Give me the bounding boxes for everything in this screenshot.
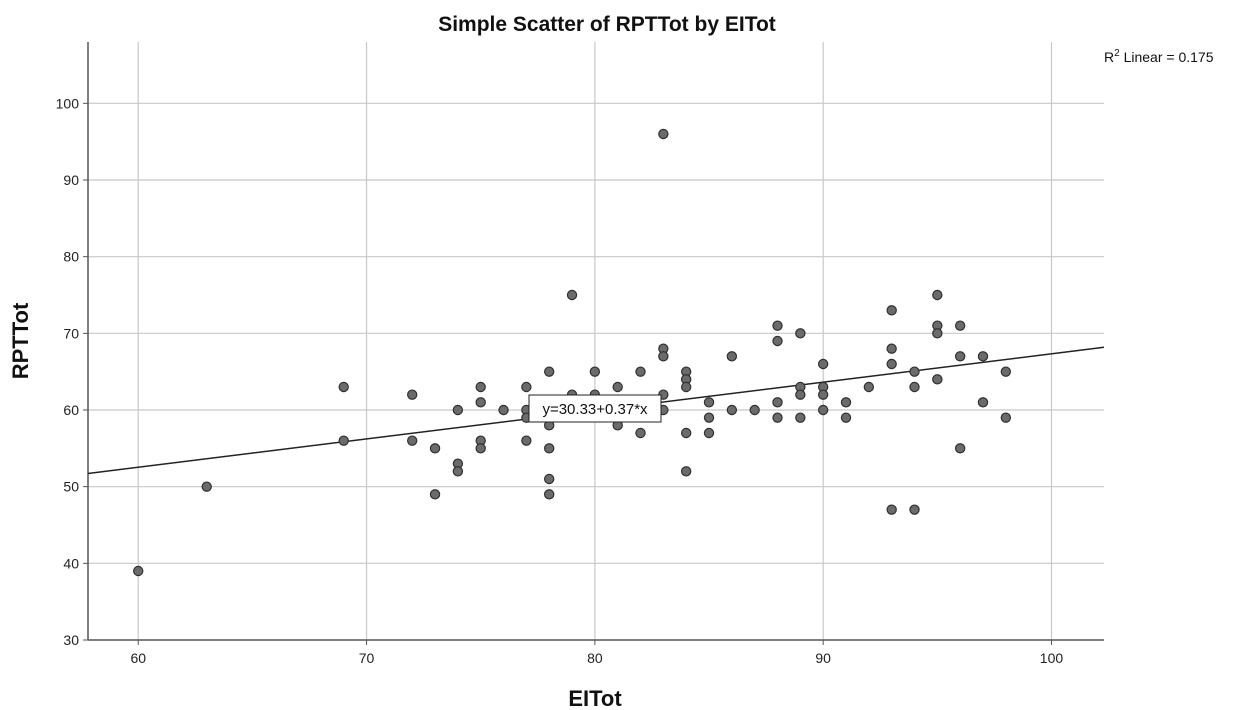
y-tick-label: 50: [63, 479, 79, 495]
data-point: [932, 328, 943, 339]
data-point: [932, 374, 943, 385]
data-point: [817, 358, 829, 370]
data-point: [795, 389, 806, 400]
data-point: [658, 128, 669, 140]
y-tick-label: 90: [63, 172, 79, 188]
data-point: [635, 427, 646, 439]
data-point: [772, 320, 783, 331]
axes: [83, 42, 1104, 645]
data-point: [521, 435, 532, 446]
grid-lines: [88, 42, 1104, 640]
data-point: [703, 412, 715, 423]
data-point: [1000, 412, 1012, 423]
y-tick-label: 70: [63, 325, 79, 341]
data-point: [566, 289, 578, 301]
data-point: [680, 381, 692, 393]
x-axis-title: EITot: [568, 686, 622, 710]
data-point: [658, 351, 669, 362]
data-point: [703, 397, 715, 408]
data-point: [909, 504, 920, 515]
y-tick-label: 100: [56, 95, 80, 111]
data-point: [338, 381, 349, 393]
data-point: [133, 565, 144, 577]
data-point: [407, 435, 418, 446]
data-point: [543, 366, 555, 377]
x-tick-label: 70: [359, 650, 375, 666]
x-tick-label: 80: [587, 650, 603, 666]
data-point: [932, 289, 943, 301]
x-tick-label: 100: [1040, 650, 1064, 666]
data-point: [498, 404, 509, 416]
data-point: [772, 412, 783, 423]
data-point: [977, 397, 989, 408]
data-points: [133, 128, 1012, 577]
data-point: [886, 504, 897, 515]
chart-title: Simple Scatter of RPTTot by EITot: [438, 13, 776, 36]
data-point: [954, 351, 966, 362]
data-point: [954, 443, 966, 454]
data-point: [338, 435, 349, 446]
data-point: [475, 443, 486, 454]
r2-superscript: 2: [1114, 48, 1120, 59]
data-point: [521, 381, 532, 393]
tick-labels: 30 40 50 60 70 80 90 100 60 70 80 90 100: [56, 95, 1064, 666]
data-point: [886, 358, 897, 370]
data-point: [909, 381, 920, 393]
data-point: [407, 389, 418, 400]
fit-equation-label: y=30.33+0.37*x: [542, 401, 648, 418]
r2-prefix: R: [1104, 49, 1114, 65]
data-point: [726, 351, 738, 362]
y-tick-label: 60: [63, 402, 79, 418]
data-point: [452, 404, 464, 416]
data-point: [863, 381, 875, 393]
data-point: [886, 305, 897, 316]
data-point: [840, 412, 852, 423]
data-point: [703, 427, 715, 439]
data-point: [475, 397, 486, 408]
data-point: [749, 404, 760, 416]
data-point: [680, 427, 692, 439]
data-point: [772, 335, 783, 347]
x-tick-label: 60: [130, 650, 146, 666]
y-axis-title: RPTTot: [8, 302, 33, 379]
data-point: [429, 443, 441, 454]
data-point: [795, 328, 806, 339]
data-point: [772, 397, 783, 408]
data-point: [543, 443, 555, 454]
data-point: [635, 366, 646, 377]
r2-label: R2 Linear = 0.175: [1104, 48, 1214, 65]
equation-box-frame: [528, 394, 662, 423]
data-point: [795, 412, 806, 423]
data-point: [886, 343, 897, 354]
data-point: [589, 366, 601, 377]
data-point: [543, 473, 555, 485]
data-point: [429, 489, 441, 500]
data-point: [817, 389, 829, 400]
r2-text: Linear = 0.175: [1120, 49, 1214, 65]
y-tick-label: 30: [63, 632, 79, 648]
y-tick-label: 40: [63, 555, 79, 571]
x-tick-label: 90: [815, 650, 831, 666]
data-point: [840, 397, 852, 408]
data-point: [475, 381, 486, 393]
equation-box: y=30.33+0.37*x: [528, 394, 662, 423]
data-point: [1000, 366, 1012, 377]
data-point: [817, 404, 829, 416]
data-point: [680, 466, 692, 477]
data-point: [977, 351, 989, 362]
data-point: [726, 404, 738, 416]
data-point: [612, 381, 623, 393]
data-point: [954, 320, 966, 331]
data-point: [452, 466, 464, 477]
y-tick-label: 80: [63, 249, 79, 265]
data-point: [201, 481, 212, 492]
data-point: [543, 489, 555, 500]
data-point: [909, 366, 920, 377]
